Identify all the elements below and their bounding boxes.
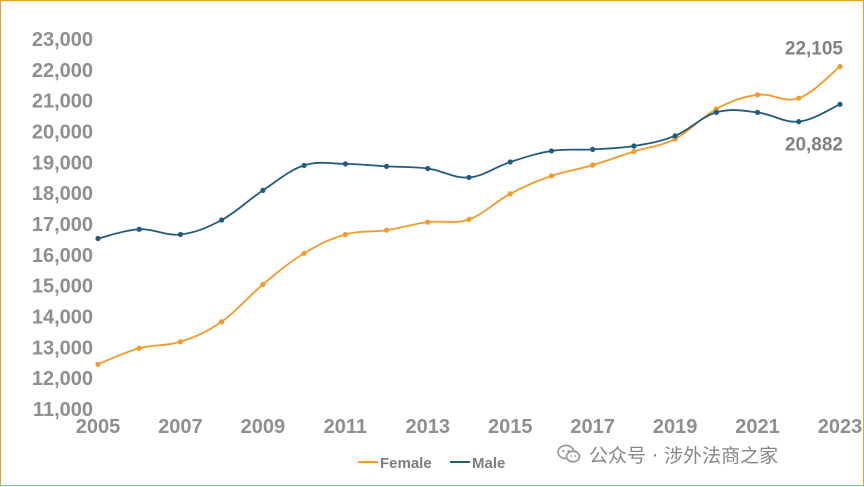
data-point-female: [95, 361, 101, 367]
x-tick-label: 2011: [324, 416, 367, 438]
data-point-female: [136, 345, 142, 351]
data-point-female: [507, 191, 513, 197]
wechat-icon: [557, 444, 581, 463]
watermark-text: 公众号 · 涉外法商之家: [589, 444, 779, 467]
legend: Female Male: [358, 455, 505, 472]
x-tick-label: 2007: [158, 416, 203, 438]
x-tick-label: 2021: [735, 416, 780, 438]
data-point-male: [631, 143, 637, 149]
data-point-male: [177, 231, 184, 238]
x-axis-ticks: 2005 2007 2009 2011 2013 2015 2017 2019 2021 2023: [76, 416, 863, 438]
y-tick-label: 20,000: [32, 122, 93, 144]
data-point-female: [425, 219, 431, 225]
data-point-male: [219, 217, 225, 223]
y-tick-label: 13,000: [32, 337, 93, 359]
data-point-female: [177, 339, 184, 345]
end-labels: 22,105 20,882: [785, 39, 844, 156]
x-tick-label: 2015: [488, 416, 533, 438]
data-point-male: [342, 161, 348, 167]
series-line-female: [97, 65, 841, 366]
y-tick-label: 11,000: [33, 399, 93, 421]
x-tick-label: 2009: [241, 416, 286, 438]
data-point-female: [837, 63, 843, 70]
y-axis-ticks: 11,000 12,000 13,000 14,000 15,000 16,000 17,0…: [32, 29, 93, 421]
y-tick-label: 21,000: [32, 91, 93, 113]
data-point-male: [95, 235, 101, 242]
series-female: [95, 63, 843, 367]
y-tick-label: 22,000: [32, 60, 93, 82]
data-point-male: [754, 109, 761, 115]
data-point-female: [342, 231, 348, 238]
y-tick-label: 19,000: [32, 152, 93, 174]
y-tick-label: 16,000: [32, 245, 93, 267]
data-point-female: [219, 319, 225, 325]
y-tick-label: 12,000: [32, 368, 93, 390]
data-point-male: [590, 146, 596, 152]
series-layer: [95, 63, 843, 367]
data-point-female: [754, 92, 761, 98]
y-tick-label: 18,000: [32, 183, 93, 205]
end-label-female: 22,105: [785, 39, 844, 60]
data-point-male: [837, 101, 843, 107]
x-tick-label: 2017: [570, 416, 615, 438]
data-point-female: [590, 162, 596, 168]
data-point-male: [425, 165, 431, 172]
data-point-male: [548, 148, 555, 154]
legend-label-male: Male: [472, 455, 505, 472]
data-point-male: [507, 159, 513, 165]
data-point-female: [260, 281, 266, 288]
data-point-male: [383, 163, 390, 169]
y-tick-label: 15,000: [32, 276, 93, 298]
data-point-female: [466, 216, 472, 222]
data-point-female: [631, 148, 637, 155]
x-tick-label: 2013: [406, 416, 451, 438]
data-point-female: [383, 227, 390, 233]
data-point-male: [136, 226, 142, 232]
y-tick-label: 17,000: [32, 214, 93, 236]
x-tick-label: 2005: [76, 416, 121, 438]
x-tick-label: 2019: [653, 416, 698, 438]
data-point-female: [548, 173, 555, 179]
data-point-female: [301, 250, 307, 256]
legend-label-female: Female: [380, 455, 432, 472]
data-point-male: [796, 119, 802, 125]
data-point-male: [260, 187, 266, 193]
watermark: 公众号 · 涉外法商之家: [557, 439, 778, 469]
data-point-male: [672, 133, 678, 139]
y-tick-label: 14,000: [32, 307, 93, 329]
data-point-female: [796, 95, 802, 101]
data-point-male: [301, 162, 307, 169]
end-label-male: 20,882: [785, 134, 843, 155]
series-male: [95, 101, 843, 242]
x-tick-label: 2023: [818, 416, 863, 438]
y-tick-label: 23,000: [32, 29, 93, 51]
data-point-male: [466, 174, 472, 181]
data-point-male: [713, 109, 719, 115]
